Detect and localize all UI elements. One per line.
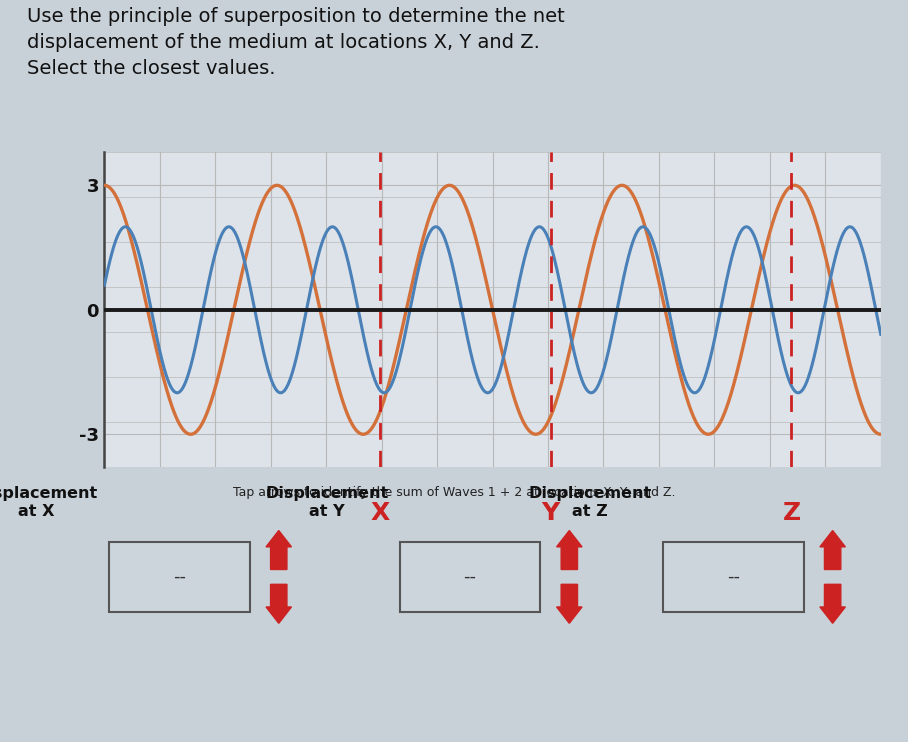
Text: Displacement
at Y: Displacement at Y — [265, 486, 389, 519]
Text: Use the principle of superposition to determine the net
displacement of the medi: Use the principle of superposition to de… — [27, 7, 565, 78]
Text: Z: Z — [783, 501, 801, 525]
Text: X: X — [370, 501, 390, 525]
Text: Displacement
at X: Displacement at X — [0, 486, 98, 519]
Text: --: -- — [463, 568, 477, 586]
Text: Y: Y — [542, 501, 560, 525]
Text: --: -- — [726, 568, 740, 586]
Text: --: -- — [173, 568, 186, 586]
Text: Tap arrows to identify the sum of Waves 1 + 2 at locations X, Y, and Z.: Tap arrows to identify the sum of Waves … — [232, 486, 676, 499]
Text: Displacement
at Z: Displacement at Z — [528, 486, 652, 519]
